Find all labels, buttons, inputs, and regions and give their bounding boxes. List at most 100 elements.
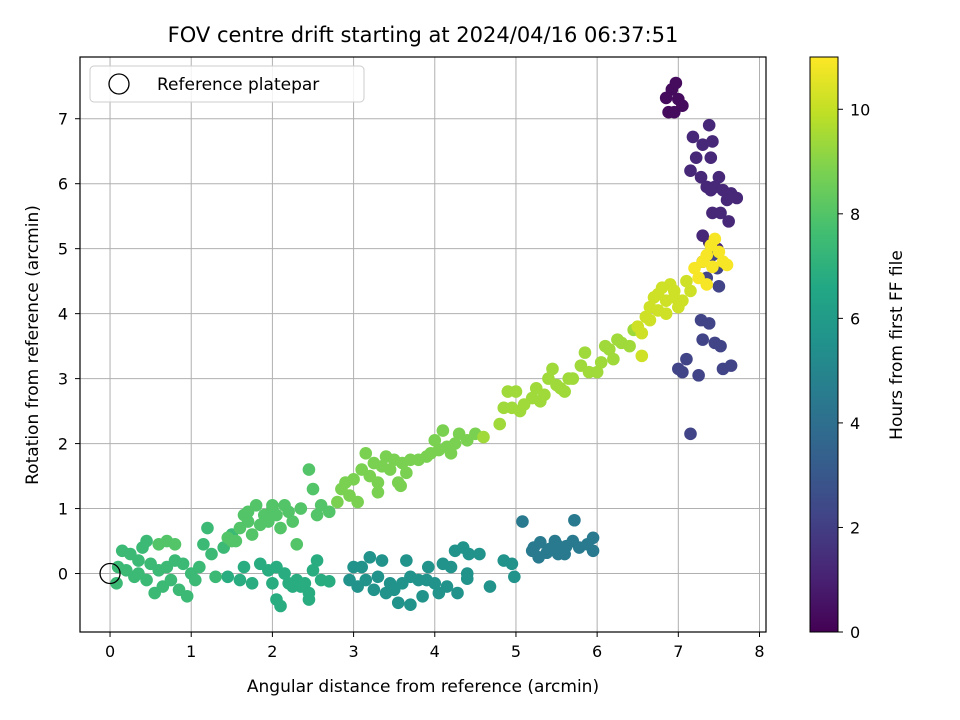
data-point: [188, 573, 202, 587]
data-point: [667, 291, 681, 304]
data-point: [590, 365, 604, 379]
y-tick-label: 0: [58, 565, 68, 584]
data-point: [448, 437, 462, 450]
data-point: [270, 560, 283, 574]
data-point: [428, 434, 442, 447]
data-point: [322, 505, 336, 519]
data-point: [180, 589, 194, 603]
data-point: [331, 495, 344, 509]
data-point: [712, 280, 726, 293]
x-tick-label: 0: [105, 642, 115, 661]
x-tick-label: 3: [348, 642, 358, 661]
colorbar-tick-label: 4: [850, 414, 860, 433]
data-point: [367, 583, 381, 597]
data-point: [347, 560, 360, 574]
x-tick-label: 6: [592, 642, 602, 661]
data-points: [99, 76, 744, 613]
data-point: [420, 573, 433, 587]
legend-box: [89, 65, 365, 103]
data-point: [322, 575, 336, 588]
data-point: [684, 284, 697, 298]
data-point: [371, 570, 385, 584]
data-point: [566, 372, 580, 385]
data-point: [294, 502, 308, 515]
data-point: [302, 593, 316, 606]
data-point: [712, 170, 726, 184]
data-point: [607, 352, 620, 366]
data-point: [702, 317, 716, 330]
x-axis-ticks: 0 1 2 3 4 5 6 7 8: [105, 632, 765, 661]
data-point: [400, 554, 413, 567]
data-point: [233, 573, 247, 587]
data-point: [306, 482, 320, 496]
data-point: [635, 349, 649, 363]
data-point: [462, 547, 476, 561]
x-tick-label: 1: [186, 642, 196, 661]
data-point: [205, 547, 218, 561]
data-point: [237, 560, 251, 574]
data-point: [516, 515, 529, 528]
legend: Reference platepar: [89, 65, 365, 103]
colorbar-tick-label: 0: [850, 623, 860, 642]
colorbar-label: Hours from first FF file: [887, 250, 907, 440]
data-point: [623, 339, 636, 353]
data-point: [168, 537, 182, 551]
data-point: [700, 278, 714, 291]
data-point: [421, 560, 435, 574]
data-point: [659, 91, 673, 105]
colorbar-tick-label: 8: [850, 205, 860, 224]
data-point: [286, 515, 300, 528]
data-point: [359, 447, 373, 460]
data-point: [704, 151, 718, 165]
data-point: [508, 570, 521, 584]
data-point: [473, 547, 486, 561]
data-point: [505, 557, 519, 571]
data-point: [164, 573, 178, 587]
plot-frame: [79, 56, 767, 633]
colorbar-ticks: 0 2 4 6 8 10: [838, 100, 870, 642]
data-point: [436, 424, 450, 437]
data-point: [578, 346, 592, 359]
y-tick-label: 5: [58, 240, 68, 259]
data-point: [672, 362, 685, 376]
x-axis-label: Angular distance from reference (arcmin): [247, 677, 599, 697]
colorbar-tick-label: 2: [850, 518, 860, 537]
data-point: [270, 508, 283, 522]
data-point: [700, 248, 714, 262]
data-point: [245, 528, 259, 541]
data-point: [714, 339, 727, 353]
y-tick-label: 2: [58, 435, 68, 454]
data-point: [245, 576, 259, 590]
colorbar: 0 2 4 6 8 10 Hours from first FF file: [809, 56, 907, 642]
y-axis-ticks: 0 1 2 3 4 5 6 7: [58, 110, 80, 584]
data-point: [132, 567, 145, 580]
data-point: [221, 570, 235, 584]
data-point: [534, 536, 547, 549]
data-point: [110, 576, 123, 590]
data-point: [176, 557, 190, 571]
data-point: [696, 138, 709, 152]
data-point: [659, 307, 673, 320]
colorbar-tick-label: 10: [850, 100, 870, 119]
data-point: [694, 170, 708, 184]
data-point: [193, 560, 206, 574]
chart-title: FOV centre drift starting at 2024/04/16 …: [168, 23, 679, 47]
data-point: [241, 515, 255, 528]
data-point: [363, 550, 377, 564]
data-point: [266, 499, 279, 512]
data-point: [477, 430, 490, 444]
data-point: [558, 385, 571, 398]
data-point: [730, 191, 744, 205]
data-point: [696, 333, 709, 346]
x-tick-label: 2: [267, 642, 277, 661]
data-point: [253, 518, 267, 532]
x-tick-label: 7: [673, 642, 683, 661]
data-point: [132, 554, 145, 567]
data-point: [343, 573, 356, 587]
data-point: [568, 513, 581, 527]
data-point: [432, 586, 446, 600]
data-point: [706, 135, 719, 148]
data-point: [209, 570, 222, 584]
data-point: [603, 343, 616, 356]
